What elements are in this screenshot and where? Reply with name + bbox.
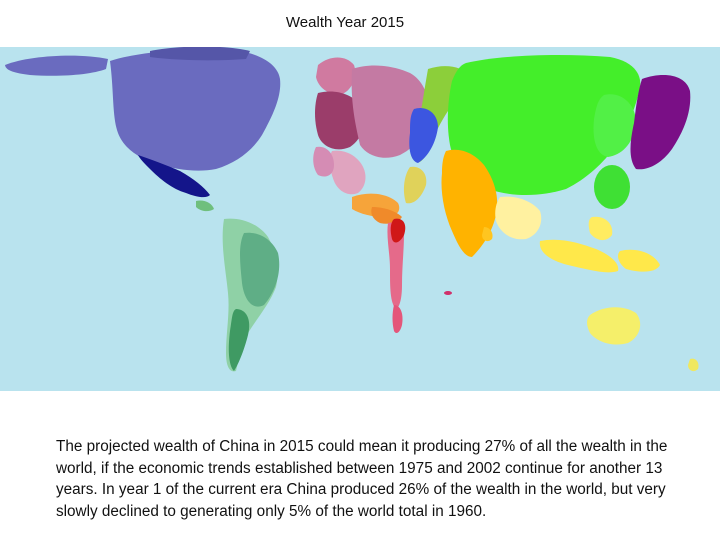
region-turkey (403, 166, 427, 204)
region-central-america (138, 155, 210, 198)
region-south-africa (390, 218, 406, 243)
region-caribbean (196, 200, 214, 212)
region-china-east-blob (593, 94, 636, 157)
region-japan (630, 75, 691, 170)
region-china (447, 55, 641, 195)
region-indonesia (539, 239, 619, 273)
region-antarctica (0, 391, 720, 403)
region-argentina (228, 309, 250, 371)
region-taiwan (594, 165, 630, 209)
region-europe-south (329, 150, 366, 195)
region-australia (587, 307, 641, 345)
slide-title: Wealth Year 2015 (285, 14, 405, 31)
region-philippines (588, 216, 613, 241)
region-north-america (110, 49, 281, 171)
region-southeast-asia (495, 196, 542, 240)
region-europe-north (316, 57, 356, 95)
slide-caption: The projected wealth of China in 2015 co… (56, 438, 668, 520)
region-madagascar (444, 291, 452, 295)
region-iberia (313, 146, 334, 177)
region-africa (387, 222, 404, 309)
region-eastern-europe (409, 107, 438, 163)
region-sri-lanka (482, 227, 493, 242)
region-brazil (240, 232, 280, 307)
region-europe-central (351, 65, 429, 158)
region-new-zealand (688, 358, 699, 372)
region-alaska (5, 55, 108, 76)
region-canada-north (150, 47, 250, 61)
region-africa-south (392, 305, 403, 333)
wealth-cartogram (0, 47, 720, 403)
region-islands (618, 249, 660, 272)
region-europe-west (315, 91, 365, 150)
